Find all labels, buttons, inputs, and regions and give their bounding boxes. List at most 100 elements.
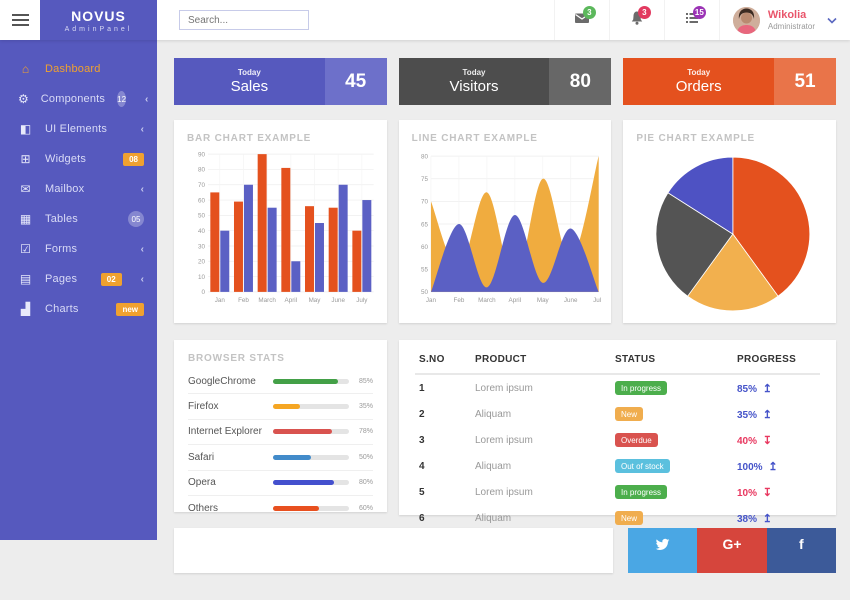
svg-text:65: 65	[421, 221, 428, 228]
logo-title: NOVUS	[71, 8, 126, 24]
bar-chart-title: BAR CHART EXAMPLE	[187, 133, 377, 144]
stat-value: 80	[549, 58, 611, 105]
hamburger-menu-button[interactable]	[0, 0, 40, 40]
logo-subtitle: AdminPanel	[65, 26, 133, 33]
svg-text:60: 60	[198, 197, 205, 204]
browser-pct: 35%	[356, 403, 373, 410]
products-table-panel: S.NO PRODUCT STATUS PROGRESS 1 Lorem ips…	[399, 340, 836, 515]
home-icon: ⌂	[18, 62, 33, 76]
stat-card-text: Today Orders	[623, 58, 774, 105]
messages-badge: 3	[583, 6, 596, 19]
browser-pct: 80%	[356, 479, 373, 486]
sidebar-badge: 08	[123, 153, 144, 166]
browser-name: Firefox	[188, 401, 273, 412]
stat-period: Today	[238, 68, 261, 77]
googleplus-icon: G+	[722, 537, 741, 552]
sidebar-badge: 12	[117, 91, 126, 107]
chevron-left-icon: ‹	[141, 244, 144, 255]
notifications-button[interactable]: 3	[609, 0, 664, 40]
svg-text:50: 50	[198, 213, 205, 220]
cell-sno: 3	[415, 427, 471, 453]
check-icon: ☑	[18, 242, 33, 256]
sidebar-item-label: Charts	[45, 303, 104, 315]
sidebar-item-label: Tables	[45, 213, 116, 225]
browser-name: GoogleChrome	[188, 376, 273, 387]
main-content: Today Sales 45 Today Visitors 80 Today O…	[157, 40, 850, 600]
browser-name: Opera	[188, 477, 273, 488]
stats-row: Today Sales 45 Today Visitors 80 Today O…	[174, 58, 836, 105]
googleplus-button[interactable]: G+	[697, 528, 766, 573]
stat-label: Sales	[231, 78, 269, 95]
browser-name: Internet Explorer	[188, 426, 273, 437]
browser-progress-bar	[273, 429, 349, 434]
stat-value: 45	[325, 58, 387, 105]
status-badge: Out of stock	[615, 459, 670, 473]
table-header-status: STATUS	[611, 345, 733, 374]
svg-text:July: July	[593, 297, 602, 304]
browser-pct: 85%	[356, 378, 373, 385]
chevron-down-icon	[827, 11, 837, 29]
envelope-icon: ✉	[18, 182, 33, 196]
browser-stat-row: Opera 80%	[188, 471, 373, 496]
grid-icon: ⊞	[18, 152, 33, 166]
svg-text:April: April	[508, 297, 521, 304]
search-input[interactable]	[179, 10, 309, 30]
table-row: 5 Lorem ipsum In progress 10% ↧	[415, 479, 820, 505]
hamburger-icon	[12, 14, 29, 26]
chevron-left-icon: ‹	[141, 124, 144, 135]
svg-text:20: 20	[198, 259, 205, 266]
sidebar-item-ui-elements[interactable]: ◧UI Elements‹	[0, 114, 157, 144]
stat-period: Today	[687, 68, 710, 77]
tasks-button[interactable]: 15	[664, 0, 719, 40]
cell-sno: 4	[415, 453, 471, 479]
table-icon: ▦	[18, 212, 33, 226]
user-menu[interactable]: Wikolia Administrator	[719, 0, 850, 40]
browser-stat-row: Internet Explorer 78%	[188, 420, 373, 445]
pie-chart-title: PIE CHART EXAMPLE	[636, 133, 826, 144]
chevron-left-icon: ‹	[141, 274, 144, 285]
user-role: Administrator	[768, 22, 815, 31]
sidebar-item-label: Components	[41, 93, 105, 105]
sidebar-item-dashboard[interactable]: ⌂Dashboard	[0, 54, 157, 84]
facebook-button[interactable]: f	[767, 528, 836, 573]
svg-text:Jan: Jan	[215, 297, 226, 304]
footer-row: G+ f	[174, 528, 836, 573]
sidebar-item-forms[interactable]: ☑Forms‹	[0, 234, 157, 264]
svg-text:May: May	[309, 297, 322, 304]
table-header-progress: PROGRESS	[733, 345, 820, 374]
cell-progress: 40% ↧	[733, 427, 820, 453]
cell-progress: 100% ↥	[733, 453, 820, 479]
twitter-icon	[655, 537, 670, 557]
cell-status: In progress	[611, 479, 733, 505]
top-header: NOVUS AdminPanel 3 3 15 Wik	[0, 0, 850, 40]
trend-down-icon: ↧	[763, 487, 772, 499]
twitter-button[interactable]	[628, 528, 697, 573]
social-buttons: G+ f	[628, 528, 836, 573]
svg-text:75: 75	[421, 176, 428, 183]
messages-button[interactable]: 3	[554, 0, 609, 40]
svg-text:60: 60	[421, 244, 428, 251]
table-header-product: PRODUCT	[471, 345, 611, 374]
sidebar-item-mailbox[interactable]: ✉Mailbox‹	[0, 174, 157, 204]
browser-name: Others	[188, 503, 273, 514]
svg-text:April: April	[285, 297, 298, 304]
table-row: 3 Lorem ipsum Overdue 40% ↧	[415, 427, 820, 453]
svg-text:Jan: Jan	[426, 297, 437, 304]
browser-progress-bar	[273, 455, 349, 460]
bottom-left-panel	[174, 528, 613, 573]
cell-progress: 10% ↧	[733, 479, 820, 505]
browser-name: Safari	[188, 452, 273, 463]
svg-text:55: 55	[421, 267, 428, 274]
browser-stats-list: GoogleChrome 85% Firefox 35% Internet Expl…	[188, 369, 373, 521]
browser-progress-bar	[273, 480, 349, 485]
svg-text:May: May	[537, 297, 550, 304]
